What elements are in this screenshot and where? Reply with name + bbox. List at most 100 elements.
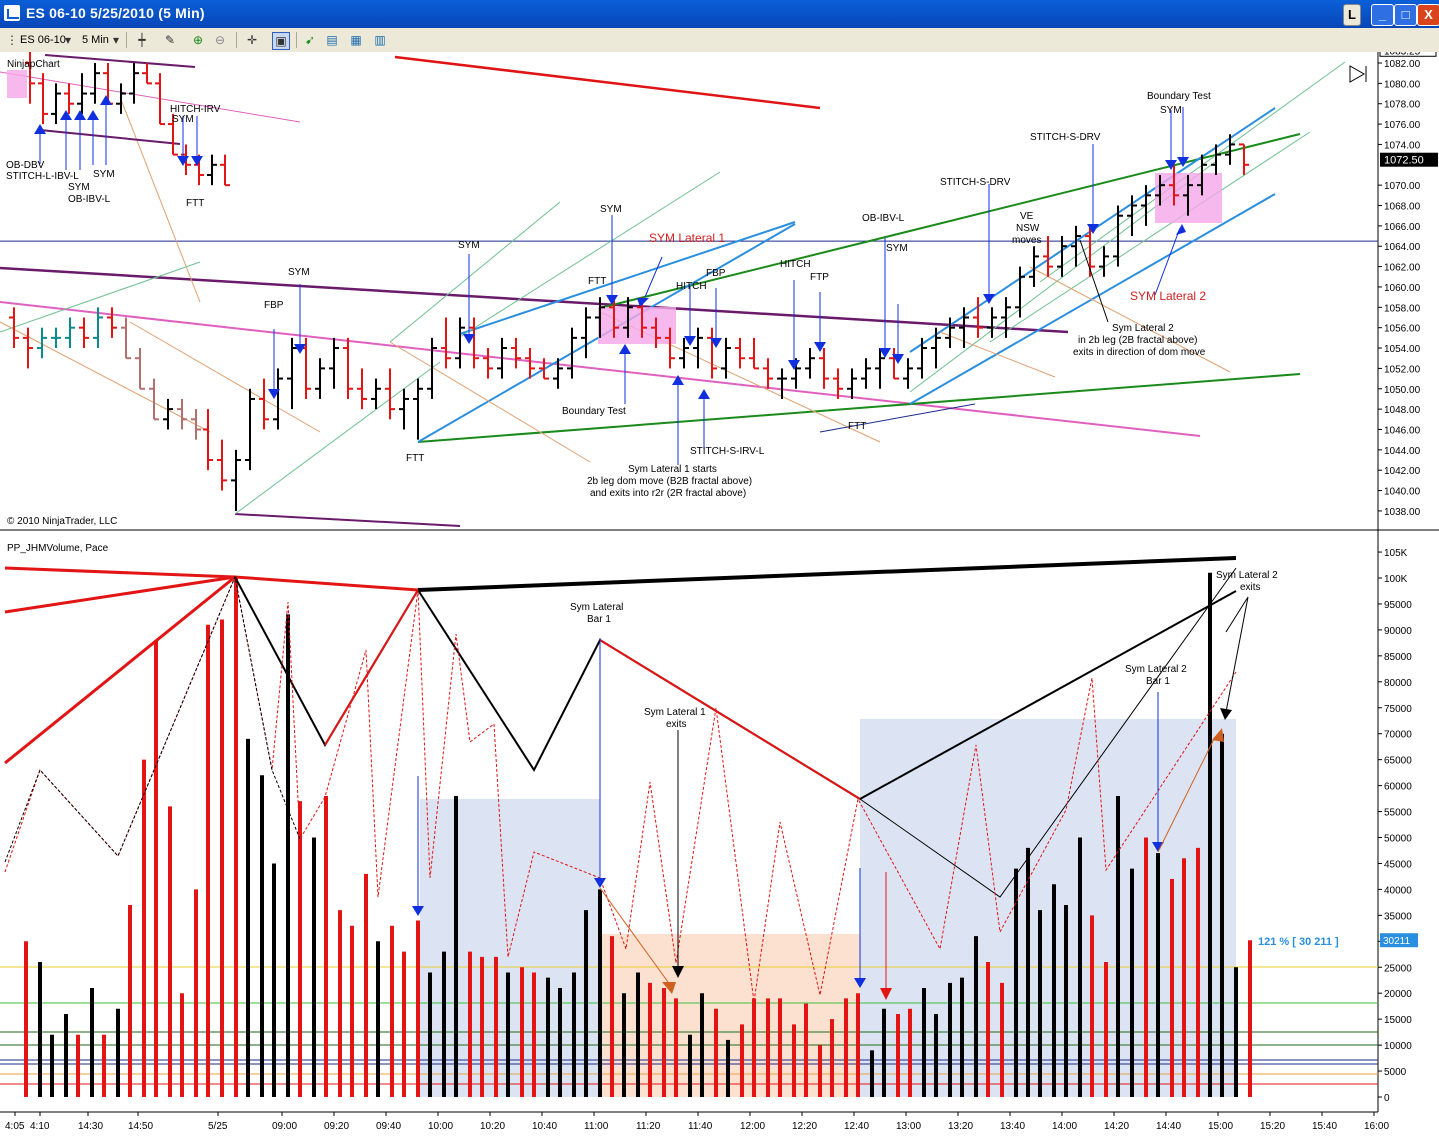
annotation-label: SYM — [600, 204, 622, 215]
close-button[interactable]: X — [1417, 4, 1439, 26]
annotation-label: in 2b leg (2B fractal above) — [1078, 335, 1198, 346]
price-bar — [155, 73, 165, 126]
pace-line-red-4 — [324, 589, 419, 746]
annotation-label: FTP — [810, 272, 829, 283]
price-axis-tick: 1062.00 — [1384, 263, 1421, 274]
orange-line — [129, 321, 321, 433]
price-axis-tick: 1042.00 — [1384, 466, 1421, 477]
annotation-label: Boundary Test — [562, 406, 626, 417]
price-bar — [65, 317, 75, 349]
grid-icon[interactable]: ▥ — [374, 33, 386, 47]
annotation-label: SYM — [288, 267, 310, 278]
chevron-down-icon[interactable]: ▾ — [112, 33, 120, 47]
time-axis-tick: 11:40 — [688, 1121, 713, 1132]
price-bar — [329, 337, 339, 389]
price-bar — [1141, 185, 1151, 226]
time-axis-tick: 12:20 — [792, 1121, 817, 1132]
title-bar: ES 06-10 5/25/2010 (5 Min) L _ □ X — [0, 0, 1439, 28]
price-bar — [721, 337, 731, 379]
price-bar — [651, 317, 661, 349]
price-axis-tick: 1044.00 — [1384, 446, 1421, 457]
price-bar — [973, 297, 983, 338]
orange-line — [1029, 266, 1231, 373]
crosshair-icon[interactable]: ✛ — [246, 33, 258, 47]
volume-axis-tick: 75000 — [1384, 704, 1412, 715]
price-bar — [1113, 205, 1123, 267]
volume-axis-tick: 40000 — [1384, 885, 1412, 896]
volume-axis-tick: 45000 — [1384, 859, 1412, 870]
chart-style-icon[interactable]: ▤ — [326, 33, 338, 47]
bars-icon[interactable]: ┿ — [138, 33, 146, 47]
green-channel-lower — [417, 373, 1301, 443]
prior-box — [7, 70, 27, 98]
price-bar — [665, 327, 675, 369]
sym-lateral-1-label: SYM Lateral 1 — [649, 231, 725, 245]
price-bar — [287, 337, 297, 410]
price-axis-tick: 1066.00 — [1384, 222, 1421, 233]
price-bar — [539, 358, 549, 380]
minimize-button[interactable]: _ — [1371, 4, 1394, 26]
annotation-label: FTT — [588, 276, 606, 287]
price-bar — [903, 358, 913, 389]
annotation-label: SYM — [1160, 105, 1182, 116]
properties-icon[interactable]: ▣ — [272, 32, 290, 50]
pace-dotted-red — [4, 575, 1237, 1003]
orange-line — [389, 341, 591, 463]
time-axis-tick: 10:40 — [532, 1121, 557, 1132]
annotation-label: STITCH-S-DRV — [1030, 132, 1101, 143]
annotation-arrows — [34, 95, 1189, 465]
shaded-region-orange — [602, 934, 860, 1097]
price-bar — [142, 63, 152, 85]
annotation-label: HITCH — [676, 281, 707, 292]
time-axis-tick: 11:00 — [584, 1121, 609, 1132]
annotation-label: FBP — [264, 300, 284, 311]
price-bar — [207, 154, 217, 186]
lightgreen-line — [389, 201, 561, 343]
price-bar — [931, 327, 941, 369]
grip-icon: ⋮ — [6, 33, 18, 47]
volume-axis-tick: 105K — [1384, 548, 1408, 559]
purple-trendline — [0, 266, 1069, 334]
annotation-label: NSW — [1016, 223, 1040, 234]
price-axis-tick: 1056.00 — [1384, 324, 1421, 335]
time-axis-tick: 14:20 — [1104, 1121, 1129, 1132]
price-axis-tick: 1074.00 — [1384, 140, 1421, 151]
time-axis-tick: 10:20 — [480, 1121, 505, 1132]
blue-channel-lower-2 — [909, 193, 1276, 405]
volume-annotation-label: Sym Lateral 2 — [1125, 664, 1187, 675]
maximize-button[interactable]: □ — [1394, 4, 1417, 26]
price-bar — [315, 358, 325, 399]
data-box-icon[interactable]: ▦ — [350, 33, 362, 47]
volume-axis-tick: 20000 — [1384, 989, 1412, 1000]
instrument-selector[interactable]: ES 06-10 — [20, 34, 66, 46]
chevron-down-icon[interactable]: ▾ — [64, 33, 72, 47]
price-bar — [217, 439, 227, 491]
annotation-label: OB-IBV-L — [68, 194, 111, 205]
purple-top-line — [44, 54, 196, 68]
price-bar — [1043, 236, 1053, 277]
price-bar — [567, 327, 577, 379]
price-bar — [581, 307, 591, 359]
price-bar — [1155, 174, 1165, 206]
interval-selector[interactable]: 5 Min — [82, 34, 109, 46]
layout-button[interactable]: L — [1343, 4, 1361, 26]
ninjatrader-app-icon — [4, 5, 20, 21]
price-axis-tick: 1040.00 — [1384, 487, 1421, 498]
zoom-out-icon[interactable]: ⊖ — [214, 33, 226, 47]
lightgreen-line — [989, 131, 1311, 343]
price-bar — [679, 337, 689, 369]
volume-panel-title: PP_JHMVolume, Pace — [7, 543, 109, 554]
zoom-in-icon[interactable]: ⊕ — [192, 33, 204, 47]
sym-lateral-1-box — [598, 307, 676, 344]
pencil-icon[interactable]: ✎ — [164, 33, 176, 47]
volume-axis-tick: 10000 — [1384, 1041, 1412, 1052]
chart-area[interactable]: OB-DBV STITCH-L-IBV-L SYM OB-IBV-L SYM HITCH-… — [0, 42, 1439, 1143]
strategy-icon[interactable]: ➹ — [304, 33, 316, 47]
pace-top-line — [417, 556, 1237, 592]
annotation-label: STITCH-S-IRV-L — [690, 446, 765, 457]
shaded-region-blue-2 — [860, 719, 1236, 1097]
price-bar — [595, 297, 605, 338]
price-bar — [25, 42, 35, 104]
chart-canvas[interactable]: OB-DBVSTITCH-L-IBV-LSYMOB-IBV-LSYMHITCH-… — [0, 42, 1439, 1143]
time-axis-tick: 4:10 — [30, 1121, 50, 1132]
